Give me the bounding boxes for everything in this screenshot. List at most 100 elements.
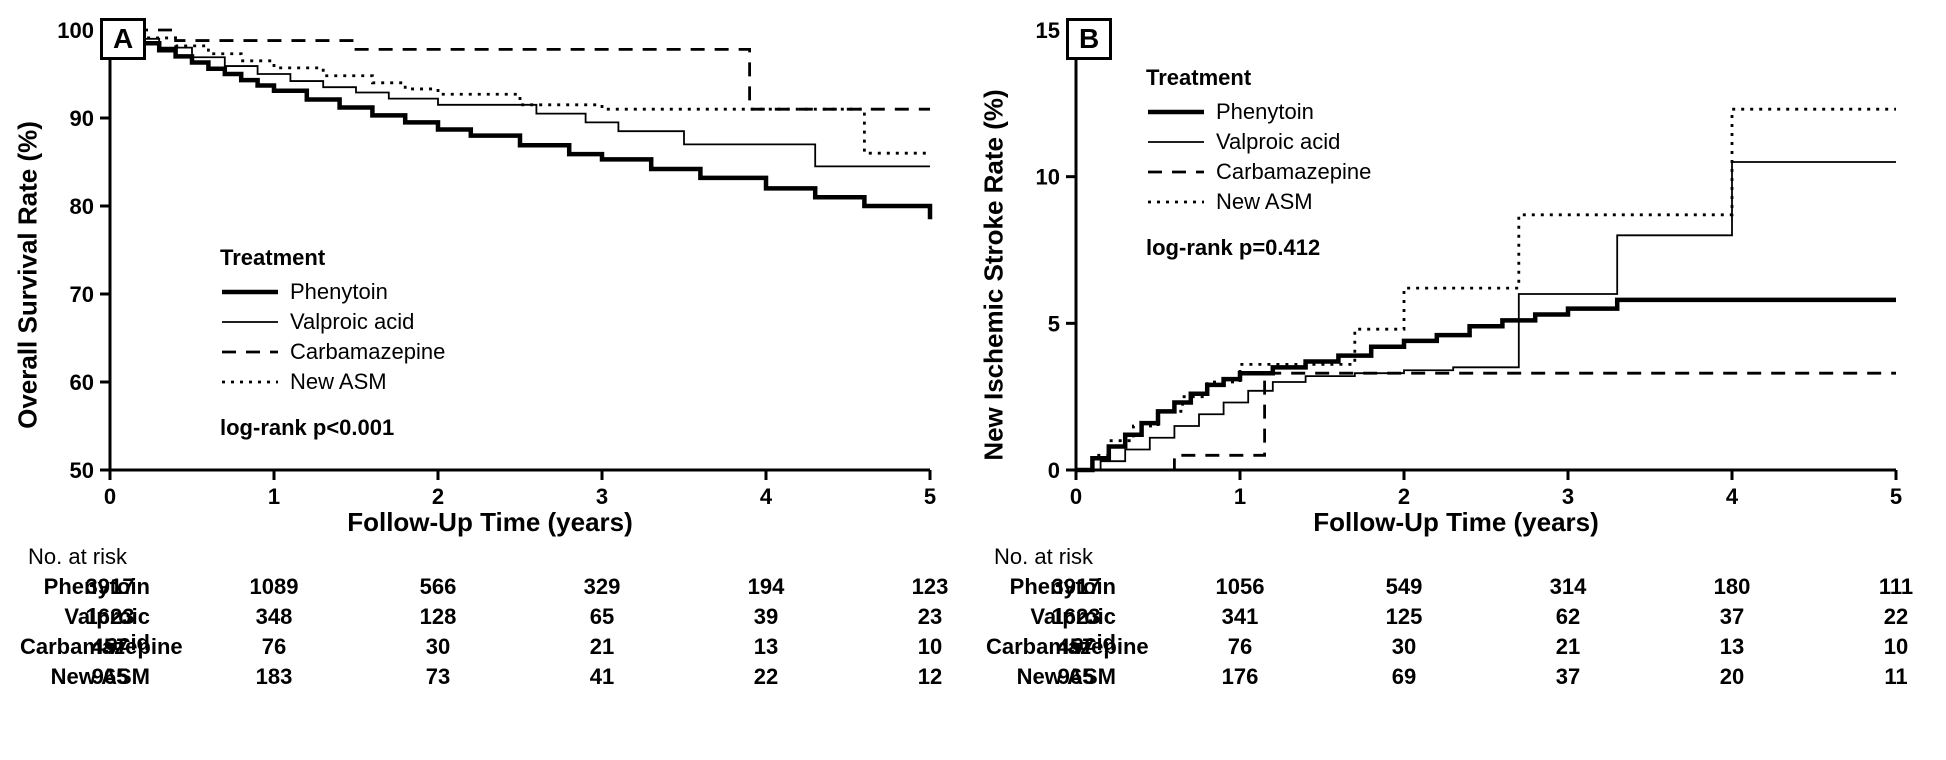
risk-cell: 21 bbox=[1507, 634, 1629, 660]
risk-cell: 549 bbox=[1343, 574, 1465, 600]
risk-cell: 176 bbox=[1179, 664, 1301, 690]
legend-line-icon bbox=[220, 281, 280, 303]
risk-cell: 65 bbox=[541, 604, 663, 630]
risk-cell: 457 bbox=[1015, 634, 1137, 660]
legend-title: Treatment bbox=[220, 245, 445, 271]
risk-cell: 22 bbox=[705, 664, 827, 690]
svg-text:3: 3 bbox=[1562, 484, 1574, 509]
risk-title: No. at risk bbox=[986, 544, 1926, 570]
risk-cell: 314 bbox=[1507, 574, 1629, 600]
risk-cell: 76 bbox=[1179, 634, 1301, 660]
risk-cell: 13 bbox=[1671, 634, 1793, 660]
svg-text:70: 70 bbox=[70, 282, 94, 307]
svg-text:4: 4 bbox=[1726, 484, 1739, 509]
risk-cell: 457 bbox=[49, 634, 171, 660]
panel-a-label: A bbox=[100, 18, 146, 60]
legend-label: Valproic acid bbox=[290, 309, 414, 335]
legend-title: Treatment bbox=[1146, 65, 1371, 91]
svg-text:4: 4 bbox=[760, 484, 773, 509]
risk-cell: 123 bbox=[869, 574, 991, 600]
risk-cell: 20 bbox=[1671, 664, 1793, 690]
svg-text:10: 10 bbox=[1036, 165, 1060, 190]
svg-text:100: 100 bbox=[57, 18, 94, 43]
risk-cell: 965 bbox=[49, 664, 171, 690]
legend-line-icon bbox=[220, 341, 280, 363]
risk-row-valproic-acid: Valproic acid1623348128653923 bbox=[20, 604, 960, 634]
panel-a-plot-wrap: A Overall Survival Rate (%) Follow-Up Ti… bbox=[20, 10, 960, 540]
svg-text:0: 0 bbox=[104, 484, 116, 509]
risk-cell: 111 bbox=[1835, 574, 1946, 600]
risk-cell: 13 bbox=[705, 634, 827, 660]
risk-row-new-asm: New ASM96517669372011 bbox=[986, 664, 1926, 694]
svg-text:15: 15 bbox=[1036, 18, 1060, 43]
legend-row-valproic-acid: Valproic acid bbox=[220, 307, 445, 337]
risk-cell: 41 bbox=[541, 664, 663, 690]
legend-row-phenytoin: Phenytoin bbox=[1146, 97, 1371, 127]
series-phenytoin bbox=[1076, 300, 1896, 470]
legend-line-icon bbox=[1146, 161, 1206, 183]
legend-row-new-asm: New ASM bbox=[1146, 187, 1371, 217]
risk-cell: 341 bbox=[1179, 604, 1301, 630]
panel-b-svg: 012345051015 bbox=[986, 10, 1926, 540]
risk-cell: 30 bbox=[1343, 634, 1465, 660]
risk-title: No. at risk bbox=[20, 544, 960, 570]
risk-cell: 10 bbox=[869, 634, 991, 660]
svg-text:5: 5 bbox=[924, 484, 936, 509]
risk-cell: 125 bbox=[1343, 604, 1465, 630]
legend-row-valproic-acid: Valproic acid bbox=[1146, 127, 1371, 157]
legend-line-icon bbox=[220, 371, 280, 393]
risk-row-carbamazepine: Carbamazepine4577630211310 bbox=[986, 634, 1926, 664]
series-phenytoin bbox=[110, 30, 930, 219]
legend-label: Carbamazepine bbox=[1216, 159, 1371, 185]
legend-label: Phenytoin bbox=[290, 279, 388, 305]
legend-label: Carbamazepine bbox=[290, 339, 445, 365]
legend-label: Valproic acid bbox=[1216, 129, 1340, 155]
legend-line-icon bbox=[1146, 101, 1206, 123]
svg-text:0: 0 bbox=[1048, 458, 1060, 483]
panel-a-svg: 0123455060708090100 bbox=[20, 10, 960, 540]
legend-label: New ASM bbox=[290, 369, 387, 395]
risk-cell: 21 bbox=[541, 634, 663, 660]
risk-cell: 23 bbox=[869, 604, 991, 630]
svg-text:60: 60 bbox=[70, 370, 94, 395]
svg-text:5: 5 bbox=[1048, 311, 1060, 336]
risk-cell: 3917 bbox=[49, 574, 171, 600]
risk-cell: 183 bbox=[213, 664, 335, 690]
risk-cell: 128 bbox=[377, 604, 499, 630]
legend-line-icon bbox=[220, 311, 280, 333]
legend-row-new-asm: New ASM bbox=[220, 367, 445, 397]
risk-cell: 30 bbox=[377, 634, 499, 660]
panel-a-legend: Treatment Phenytoin Valproic acid Carbam… bbox=[220, 245, 445, 441]
risk-cell: 3917 bbox=[1015, 574, 1137, 600]
risk-cell: 1623 bbox=[1015, 604, 1137, 630]
legend-row-phenytoin: Phenytoin bbox=[220, 277, 445, 307]
risk-cell: 39 bbox=[705, 604, 827, 630]
risk-cell: 180 bbox=[1671, 574, 1793, 600]
svg-text:1: 1 bbox=[268, 484, 280, 509]
risk-cell: 348 bbox=[213, 604, 335, 630]
legend-label: New ASM bbox=[1216, 189, 1313, 215]
svg-text:3: 3 bbox=[596, 484, 608, 509]
legend-row-carbamazepine: Carbamazepine bbox=[1146, 157, 1371, 187]
svg-text:50: 50 bbox=[70, 458, 94, 483]
svg-text:90: 90 bbox=[70, 106, 94, 131]
risk-cell: 12 bbox=[869, 664, 991, 690]
risk-row-valproic-acid: Valproic acid1623341125623722 bbox=[986, 604, 1926, 634]
risk-cell: 37 bbox=[1507, 664, 1629, 690]
risk-cell: 566 bbox=[377, 574, 499, 600]
risk-cell: 1089 bbox=[213, 574, 335, 600]
risk-cell: 965 bbox=[1015, 664, 1137, 690]
risk-cell: 194 bbox=[705, 574, 827, 600]
legend-row-carbamazepine: Carbamazepine bbox=[220, 337, 445, 367]
risk-row-new-asm: New ASM96518373412212 bbox=[20, 664, 960, 694]
figure-container: A Overall Survival Rate (%) Follow-Up Ti… bbox=[0, 0, 1946, 760]
panel-b-plot-wrap: B New Ischemic Stroke Rate (%) Follow-Up… bbox=[986, 10, 1926, 540]
risk-cell: 22 bbox=[1835, 604, 1946, 630]
logrank-text: log-rank p<0.001 bbox=[220, 415, 445, 441]
risk-cell: 329 bbox=[541, 574, 663, 600]
risk-row-phenytoin: Phenytoin39171089566329194123 bbox=[20, 574, 960, 604]
svg-text:0: 0 bbox=[1070, 484, 1082, 509]
risk-row-phenytoin: Phenytoin39171056549314180111 bbox=[986, 574, 1926, 604]
svg-text:2: 2 bbox=[1398, 484, 1410, 509]
risk-cell: 37 bbox=[1671, 604, 1793, 630]
